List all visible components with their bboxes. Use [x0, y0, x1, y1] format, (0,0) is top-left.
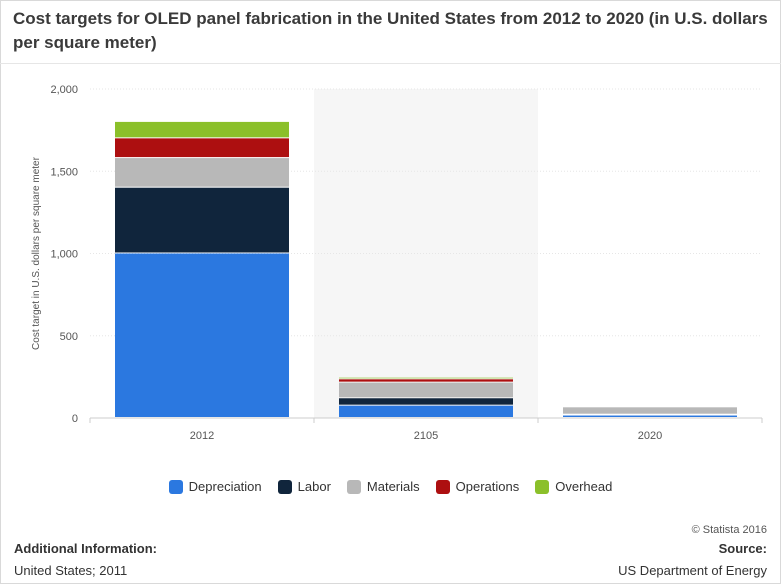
legend: Depreciation Labor Materials Operations Over…: [0, 479, 781, 494]
y-tick-label: 500: [60, 331, 78, 343]
legend-label: Labor: [297, 479, 331, 494]
additional-info-value: United States; 2011: [14, 563, 128, 578]
legend-item-depreciation[interactable]: Depreciation: [168, 479, 262, 494]
legend-label: Operations: [455, 479, 520, 494]
legend-item-labor[interactable]: Labor: [277, 479, 331, 494]
legend-item-overhead[interactable]: Overhead: [535, 479, 612, 494]
legend-label: Depreciation: [188, 479, 262, 494]
legend-item-operations[interactable]: Operations: [435, 479, 520, 494]
legend-label: Materials: [366, 479, 420, 494]
x-tick-label: 2020: [638, 430, 662, 442]
bar-segment-operations-2105[interactable]: [339, 379, 513, 382]
bar-segment-labor-2105[interactable]: [339, 398, 513, 405]
bar-segment-materials-2012[interactable]: [115, 158, 289, 187]
y-tick-label: 1,000: [50, 249, 78, 261]
y-tick-label: 1,500: [50, 166, 78, 178]
legend-swatch: [435, 479, 450, 494]
bar-segment-operations-2012[interactable]: [115, 138, 289, 158]
legend-item-materials[interactable]: Materials: [346, 479, 420, 494]
source-value: US Department of Energy: [618, 563, 767, 578]
y-tick-label: 0: [72, 413, 78, 425]
legend-label: Overhead: [555, 479, 613, 494]
bar-segment-depreciation-2020[interactable]: [563, 415, 737, 417]
legend-swatch: [535, 479, 550, 494]
bar-segment-materials-2105[interactable]: [339, 382, 513, 398]
source-label: Source:: [718, 541, 767, 556]
bar-segment-depreciation-2012[interactable]: [115, 253, 289, 418]
legend-swatch: [277, 479, 292, 494]
legend-swatch: [346, 479, 361, 494]
bar-segment-labor-2012[interactable]: [115, 187, 289, 253]
x-tick-label: 2105: [414, 430, 438, 442]
stacked-bar-chart: 0 500 1,000 1,500 2,000 Cost target in U.S. d…: [31, 84, 763, 442]
chart-title: Cost targets for OLED panel fabrication …: [13, 9, 768, 52]
bar-segment-overhead-2105[interactable]: [339, 377, 513, 379]
bar-segment-materials-2020[interactable]: [563, 407, 737, 414]
x-tick-label: 2012: [190, 430, 214, 442]
copyright-text: © Statista 2016: [691, 524, 767, 536]
title-divider: [0, 63, 781, 64]
additional-info-label: Additional Information:: [14, 541, 157, 556]
y-tick-label: 2,000: [50, 84, 78, 96]
legend-swatch: [168, 479, 183, 494]
y-axis-label: Cost target in U.S. dollars per square m…: [31, 156, 42, 350]
bar-segment-overhead-2012[interactable]: [115, 121, 289, 138]
bar-segment-depreciation-2105[interactable]: [339, 405, 513, 417]
